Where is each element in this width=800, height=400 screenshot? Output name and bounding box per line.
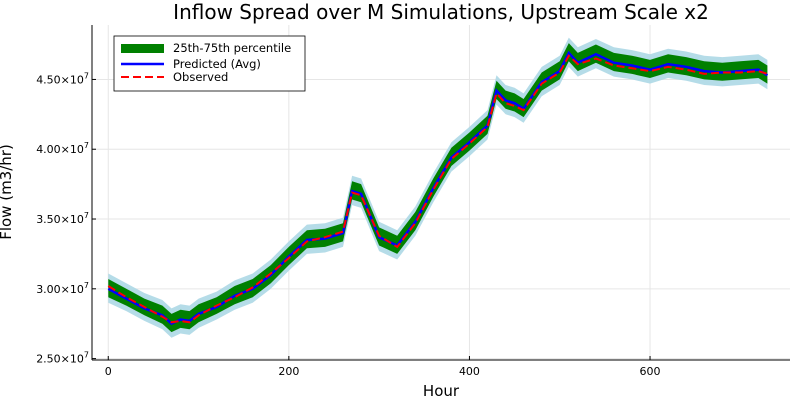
y-tick-label-0: 2.50×107	[36, 351, 89, 366]
y-tick-label-4: 4.50×107	[36, 71, 89, 86]
x-tick-label-0: 0	[105, 365, 112, 378]
x-tick-label-1: 200	[278, 365, 299, 378]
chart-title: Inflow Spread over M Simulations, Upstre…	[173, 0, 709, 24]
legend-swatch-band	[121, 44, 164, 53]
percentile-band	[108, 43, 768, 333]
x-tick-label-3: 600	[640, 365, 661, 378]
axes	[91, 25, 790, 361]
bands	[108, 37, 768, 338]
y-tick-label-3: 4.00×107	[36, 141, 89, 156]
x-tick-label-2: 400	[459, 365, 480, 378]
y-axis-label: Flow (m3/hr)	[0, 144, 15, 240]
observed-line	[107, 54, 768, 324]
legend: 25th-75th percentile Predicted (Avg) Obs…	[113, 35, 306, 92]
x-axis-label: Hour	[423, 382, 460, 400]
legend-label-band: 25th-75th percentile	[173, 41, 291, 55]
y-tick-label-1: 3.00×107	[36, 281, 89, 296]
y-tick-label-2: 3.50×107	[36, 211, 89, 226]
x-ticks: 0 200 400 600	[105, 356, 661, 378]
legend-label-predicted: Predicted (Avg)	[173, 57, 261, 71]
series	[107, 50, 769, 326]
legend-label-observed: Observed	[173, 70, 228, 84]
y-ticks: 2.50×107 3.00×107 3.50×107 4.00×107 4.50×107	[36, 71, 96, 366]
